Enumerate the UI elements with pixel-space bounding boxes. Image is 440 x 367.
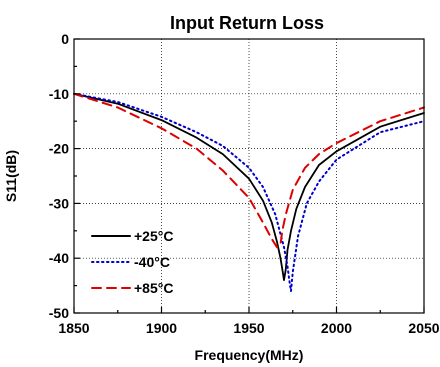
series-line-25c [73,92,425,282]
series-line-40c [73,92,425,293]
y-tick-label: -30 [49,195,69,211]
chart-title: Input Return Loss [170,13,324,33]
x-axis-label: Frequency(MHz) [195,347,304,363]
plot-frame [73,38,425,314]
legend-label: +25°C [134,228,173,244]
legend: +25°C -40°C +85°C [91,228,173,296]
legend-label: +85°C [134,280,173,296]
axis-ticks: 1850 1900 1950 2000 2050 0 -10 -20 -30 -40 -50 [49,31,440,336]
y-tick-label: -40 [49,250,69,266]
legend-label: -40°C [134,254,170,270]
series-line-85c [73,92,425,249]
x-tick-label: 1950 [233,320,264,336]
y-tick-label: -10 [49,86,69,102]
series-lines [73,92,425,293]
y-tick-label: -20 [49,141,69,157]
grid-lines [74,39,424,313]
y-tick-label: 0 [61,31,69,47]
y-axis-label: S11(dB) [3,150,19,202]
y-tick-label: -50 [49,305,69,321]
x-tick-label: 1850 [58,320,89,336]
x-tick-label: 1900 [146,320,177,336]
x-tick-label: 2000 [321,320,352,336]
x-tick-label: 2050 [408,320,439,336]
